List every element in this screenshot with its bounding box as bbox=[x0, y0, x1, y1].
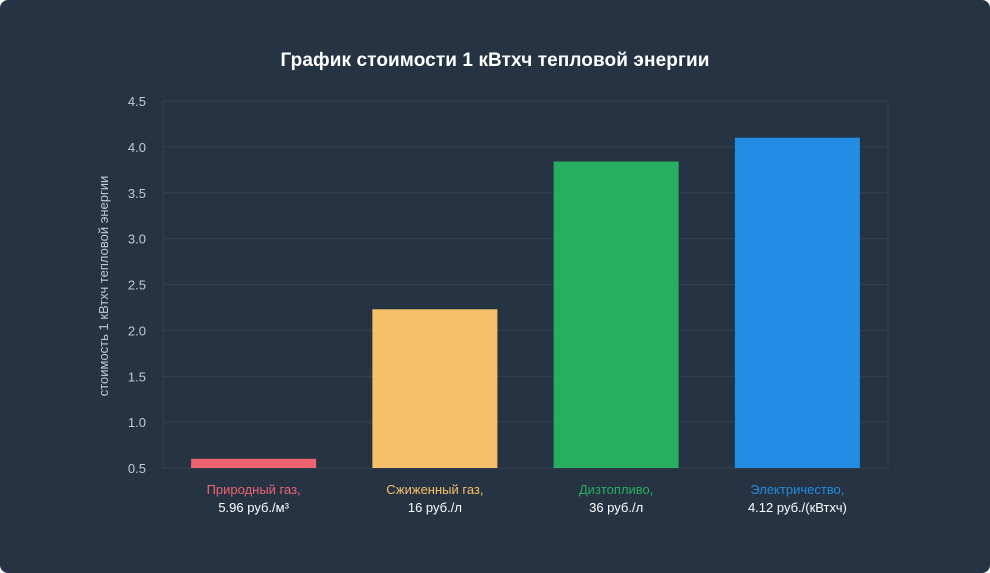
y-axis-ticks: 0.5 1.0 1.5 2.0 2.5 3.0 3.5 4.0 4.5 bbox=[128, 94, 146, 476]
bars bbox=[191, 137, 860, 468]
y-tick-label: 3.5 bbox=[128, 186, 146, 201]
chart-title: График стоимости 1 кВтхч тепловой энерги… bbox=[280, 50, 710, 71]
x-category-label: Сжиженный газ, bbox=[386, 482, 483, 497]
y-tick-label: 3.0 bbox=[128, 232, 146, 247]
x-category-price: 36 руб./л bbox=[589, 500, 643, 515]
x-category-price: 5.96 руб./м³ bbox=[218, 500, 289, 515]
y-tick-label: 1.5 bbox=[128, 369, 146, 384]
x-category-price: 4.12 руб./(кВтхч) bbox=[748, 500, 847, 515]
bar bbox=[734, 137, 860, 468]
y-tick-label: 4.0 bbox=[128, 140, 146, 155]
bar bbox=[191, 458, 317, 468]
x-category-label: Дизтопливо, bbox=[579, 482, 654, 497]
y-tick-label: 4.5 bbox=[128, 94, 146, 109]
y-tick-label: 2.5 bbox=[128, 278, 146, 293]
x-category-price: 16 руб./л bbox=[408, 500, 462, 515]
bar bbox=[372, 309, 498, 468]
y-tick-label: 2.0 bbox=[128, 323, 146, 338]
x-category-label: Электричество, bbox=[750, 482, 844, 497]
y-axis-label: стоимость 1 кВтхч тепловой энергии bbox=[96, 176, 111, 397]
x-category-label: Природный газ, bbox=[207, 482, 301, 497]
x-axis-labels: Природный газ, 5.96 руб./м³ Сжиженный газ,… bbox=[207, 482, 847, 515]
bar bbox=[553, 161, 679, 468]
y-tick-label: 0.5 bbox=[128, 461, 146, 476]
y-tick-label: 1.0 bbox=[128, 415, 146, 430]
